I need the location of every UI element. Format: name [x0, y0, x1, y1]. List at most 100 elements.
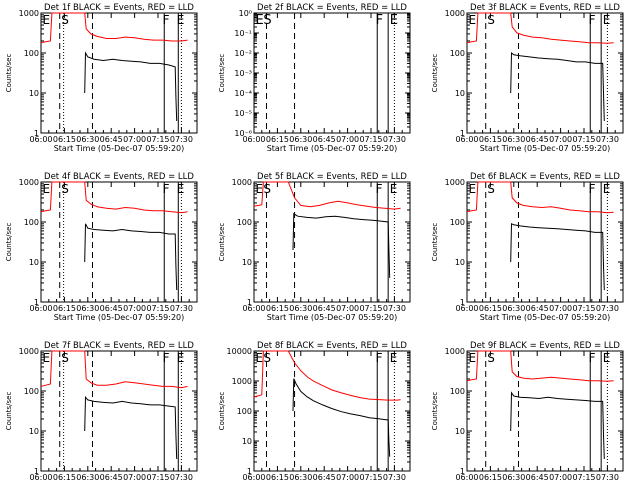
x-tick-label: 07:15	[359, 135, 382, 144]
y-tick-label: 100	[450, 49, 465, 58]
x-tick-label: 07:30	[170, 473, 193, 480]
y-tick-label: 100	[237, 218, 252, 227]
plot-frame-3	[466, 12, 624, 134]
y-tick-label: 1000	[232, 377, 252, 386]
y-axis-label: Counts/sec	[431, 392, 439, 431]
x-tick-label: 06:45	[526, 135, 549, 144]
event-marker-label: F	[163, 351, 170, 365]
x-tick-label: 06:00	[242, 135, 265, 144]
x-tick-label: 07:15	[572, 135, 595, 144]
x-tick-label: 06:00	[29, 135, 52, 144]
plot-frame-8	[253, 350, 411, 472]
x-tick-label: 07:15	[572, 473, 595, 480]
series-lld-line	[40, 350, 188, 389]
y-tick-label: 1	[460, 298, 465, 307]
x-tick-label: 06:00	[455, 135, 478, 144]
y-tick-label: 1	[34, 298, 39, 307]
series-lld-line	[253, 181, 401, 210]
y-tick-label: 10	[29, 258, 39, 267]
x-tick-label: 06:30	[76, 135, 99, 144]
x-tick-label: 06:30	[289, 473, 312, 480]
x-tick-label: 07:00	[123, 304, 146, 313]
x-axis-label: Start Time (05-Dec-07 05:59:20)	[480, 313, 611, 322]
y-tick-label: 1	[460, 467, 465, 476]
event-marker-label: S	[263, 13, 271, 28]
x-axis-label: Start Time (05-Dec-07 05:59:20)	[480, 144, 611, 153]
y-tick-label: 1000	[19, 178, 39, 187]
event-marker-label: E	[469, 182, 477, 196]
x-tick-label: 06:15	[53, 473, 76, 480]
y-tick-label: 10⁻²	[234, 49, 252, 58]
x-tick-label: 06:30	[76, 304, 99, 313]
x-tick-label: 06:15	[479, 304, 502, 313]
panel-title-3: Det 3f BLACK = Events, RED = LLD	[470, 3, 620, 13]
y-tick-label: 1000	[19, 347, 39, 356]
x-tick-label: 06:15	[479, 473, 502, 480]
x-tick-label: 07:30	[596, 135, 619, 144]
x-tick-label: 07:15	[359, 473, 382, 480]
y-tick-label: 10	[242, 437, 252, 446]
plot-frame-1	[40, 12, 198, 134]
x-tick-label: 06:45	[313, 304, 336, 313]
event-marker-label: F	[589, 351, 596, 365]
event-marker-label: E	[177, 13, 185, 27]
event-marker-label: S	[263, 182, 271, 196]
x-tick-label: 06:45	[100, 304, 123, 313]
panel-title-9: Det 9f BLACK = Events, RED = LLD	[470, 341, 620, 351]
x-tick-label: 07:15	[146, 135, 169, 144]
x-tick-label: 06:30	[502, 135, 525, 144]
y-tick-label: 10	[455, 89, 465, 98]
x-tick-label: 07:30	[383, 135, 406, 144]
x-tick-label: 07:15	[146, 304, 169, 313]
event-marker-label: E	[177, 182, 185, 196]
event-marker-label: E	[43, 182, 51, 196]
event-marker-label: E	[256, 13, 264, 28]
series-lld-line	[466, 12, 614, 44]
y-tick-label: 1	[460, 129, 465, 138]
x-tick-label: 07:00	[336, 135, 359, 144]
x-tick-label: 06:00	[29, 473, 52, 480]
y-axis-label: Counts/sec	[431, 54, 439, 93]
series-events-line	[292, 212, 391, 278]
event-marker-label: F	[163, 182, 170, 196]
y-tick-label: 1000	[445, 347, 465, 356]
event-marker-label: E	[390, 351, 398, 365]
plot-frame-9	[466, 350, 624, 472]
y-tick-label: 1000	[445, 178, 465, 187]
event-marker-label: E	[603, 182, 611, 196]
series-events-line	[84, 223, 178, 291]
x-tick-label: 07:00	[549, 304, 572, 313]
event-marker-label: S	[61, 351, 69, 365]
x-tick-label: 07:00	[336, 473, 359, 480]
event-marker-label: F	[589, 13, 596, 27]
x-tick-label: 06:30	[289, 304, 312, 313]
y-tick-label: 100	[24, 218, 39, 227]
series-events-line	[510, 391, 605, 460]
panel-title-1: Det 1f BLACK = Events, RED = LLD	[44, 3, 194, 13]
x-tick-label: 06:45	[526, 473, 549, 480]
x-tick-label: 06:15	[266, 473, 289, 480]
y-tick-label: 100	[237, 407, 252, 416]
y-tick-label: 10⁻¹	[234, 29, 252, 38]
panel-title-7: Det 7f BLACK = Events, RED = LLD	[44, 341, 194, 351]
x-tick-label: 07:00	[336, 304, 359, 313]
x-axis-label: Start Time (05-Dec-07 05:59:20)	[267, 144, 398, 153]
x-tick-label: 06:15	[266, 304, 289, 313]
series-lld-line	[40, 12, 188, 44]
x-tick-label: 06:45	[100, 135, 123, 144]
x-tick-label: 06:45	[526, 304, 549, 313]
event-marker-label: E	[256, 351, 264, 365]
event-marker-label: S	[61, 182, 69, 196]
x-tick-label: 07:15	[359, 304, 382, 313]
y-tick-label: 1000	[19, 9, 39, 18]
y-tick-label: 10	[455, 427, 465, 436]
event-marker-label: S	[487, 182, 495, 196]
y-tick-label: 10⁻³	[234, 69, 252, 78]
y-tick-label: 10⁻⁶	[234, 129, 252, 138]
series-lld-line	[253, 350, 401, 401]
panel-title-8: Det 8f BLACK = Events, RED = LLD	[257, 341, 407, 351]
x-tick-label: 06:15	[479, 135, 502, 144]
x-tick-label: 07:30	[596, 473, 619, 480]
series-events-line	[84, 395, 178, 460]
x-tick-label: 06:15	[53, 135, 76, 144]
